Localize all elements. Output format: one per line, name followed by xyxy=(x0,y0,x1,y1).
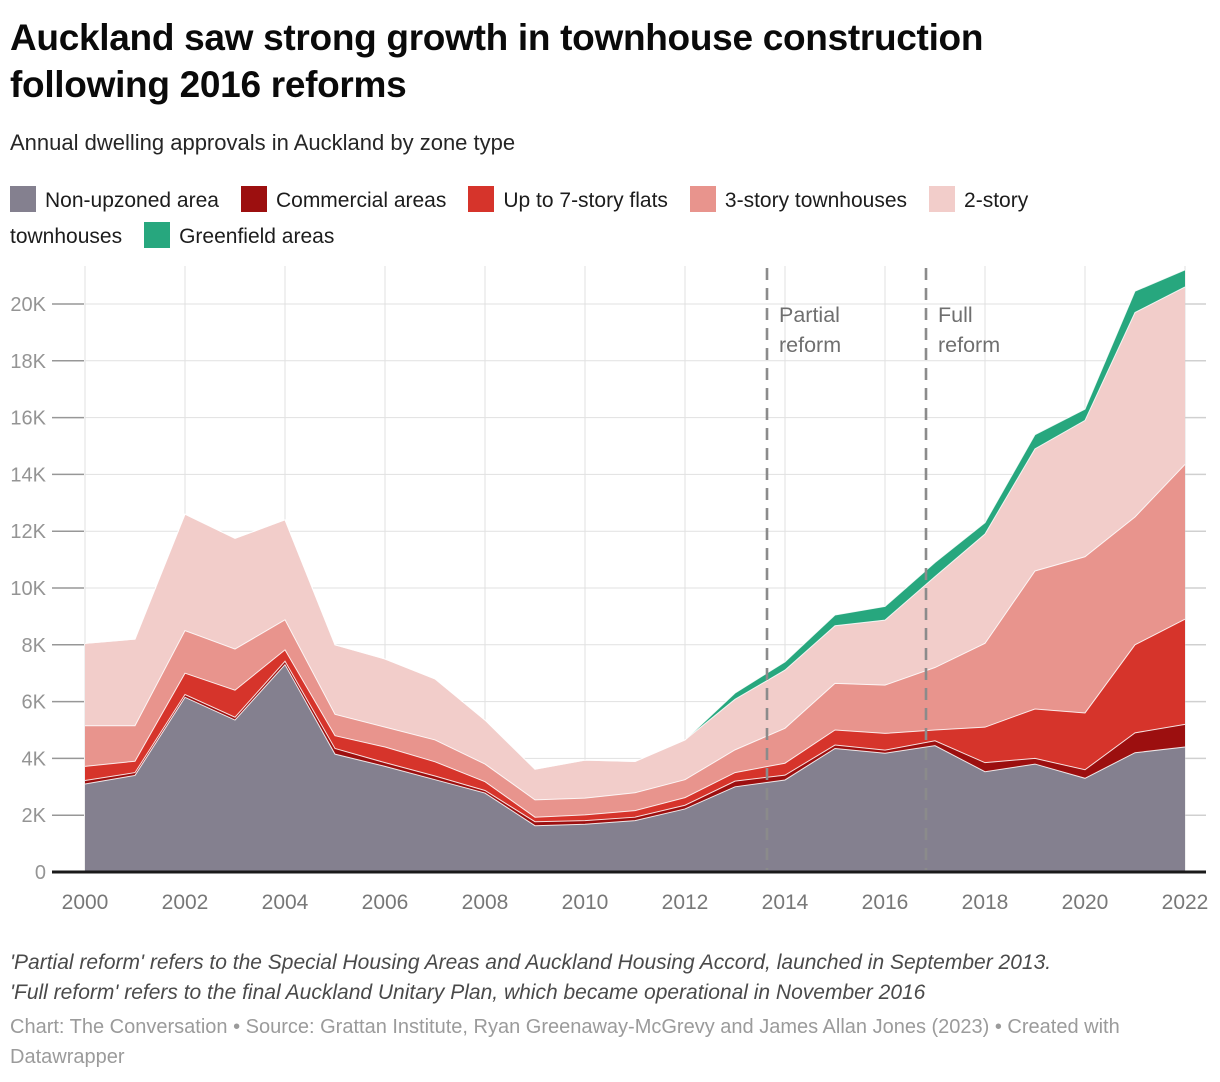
y-axis-label-18K: 18K xyxy=(10,351,46,373)
legend-label-3: 3-story townhouses xyxy=(724,189,908,212)
y-axis-label-16K: 16K xyxy=(10,408,46,430)
x-axis-label-2000: 2000 xyxy=(62,891,109,914)
x-axis-label-2002: 2002 xyxy=(162,891,209,914)
x-axis-label-2016: 2016 xyxy=(862,891,909,914)
chart-legend: Non-upzoned area Commercial areas Up to 7-… xyxy=(10,183,1190,255)
y-axis-label-14K: 14K xyxy=(10,464,46,486)
x-axis-label-2006: 2006 xyxy=(362,891,409,914)
legend-label-0: Non-upzoned area xyxy=(45,189,219,212)
annotation-label-1-line0: Full xyxy=(938,303,973,327)
y-axis-label-2K: 2K xyxy=(22,805,47,827)
y-axis-label-0: 0 xyxy=(35,862,46,884)
area-edge-3 xyxy=(85,464,1186,801)
y-axis-label-8K: 8K xyxy=(22,635,47,657)
area-edge-2 xyxy=(84,618,1186,818)
legend-swatch-5 xyxy=(144,222,171,248)
x-axis-label-2014: 2014 xyxy=(762,891,809,914)
y-axis-label-12K: 12K xyxy=(10,521,46,543)
annotation-label-0-line1: reform xyxy=(779,333,841,357)
area-edge-5 xyxy=(84,269,1186,770)
area-edge-1 xyxy=(84,660,1186,823)
chart-attribution: Chart: The Conversation • Source: Gratta… xyxy=(10,1016,1120,1068)
y-axis-label-6K: 6K xyxy=(22,692,47,714)
footnote-line-partial-reform: 'Partial reform' refers to the Special H… xyxy=(10,951,1052,974)
chart-title: Auckland saw strong growth in townhouse … xyxy=(10,17,984,105)
y-axis-label-20K: 20K xyxy=(10,294,46,316)
area-edge-0 xyxy=(84,663,1186,827)
area-3-story-townhouses xyxy=(85,464,1185,818)
legend-label-2: Up to 7-story flats xyxy=(503,189,668,212)
legend-swatch-4 xyxy=(929,186,956,212)
legend-label-4: 2-story xyxy=(964,189,1029,212)
area-non-upzoned-area xyxy=(85,664,1185,872)
legend-swatch-0 xyxy=(10,186,36,212)
legend-swatch-2 xyxy=(468,186,495,212)
x-axis-label-2012: 2012 xyxy=(662,891,709,914)
annotation-label-0-line0: Partial xyxy=(779,303,840,327)
x-axis-label-2020: 2020 xyxy=(1062,891,1109,914)
x-axis-label-2008: 2008 xyxy=(462,891,509,914)
area-2-story-townhouses xyxy=(85,286,1185,800)
chart-footnote: 'Partial reform' refers to the Special H… xyxy=(10,948,1210,1008)
y-axis-label-10K: 10K xyxy=(10,578,46,600)
legend-swatch-3 xyxy=(689,186,716,212)
x-axis-label-2004: 2004 xyxy=(262,891,309,914)
chart-subtitle: Annual dwelling approvals in Auckland by… xyxy=(10,130,516,155)
footnote-line-full-reform: 'Full reform' refers to the final Auckla… xyxy=(10,981,926,1004)
x-axis-label-2022: 2022 xyxy=(1162,891,1209,914)
legend-label-1: Commercial areas xyxy=(275,189,447,212)
legend-label-4-cont: townhouses xyxy=(10,225,123,248)
annotation-label-1-line1: reform xyxy=(938,333,1000,357)
x-axis-label-2010: 2010 xyxy=(562,891,609,914)
legend-swatch-1 xyxy=(240,186,267,212)
x-axis-label-2018: 2018 xyxy=(962,891,1009,914)
y-axis-label-4K: 4K xyxy=(22,748,47,770)
legend-label-5: Greenfield areas xyxy=(179,225,335,248)
